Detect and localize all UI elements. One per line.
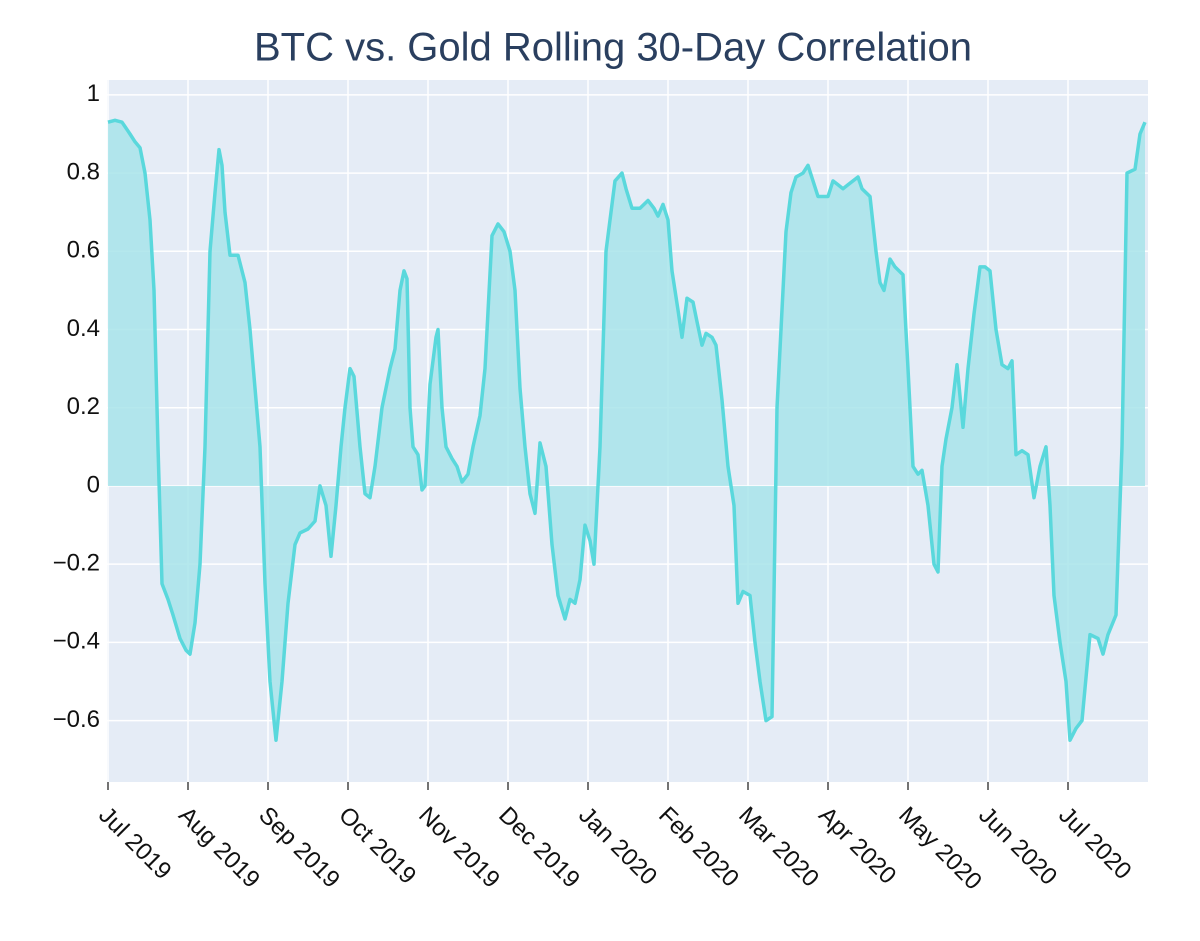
y-tick-label: 0.6 <box>67 237 100 264</box>
x-tick-label: Jan 2020 <box>573 802 662 891</box>
chart-title: BTC vs. Gold Rolling 30-Day Correlation <box>254 26 972 70</box>
x-tick-label: Apr 2020 <box>813 802 901 890</box>
area <box>108 120 1145 741</box>
x-tick-label: Sep 2019 <box>253 802 345 894</box>
x-tick-label: Jun 2020 <box>973 802 1062 891</box>
x-tick-label: Aug 2019 <box>173 802 265 894</box>
line <box>107 118 1147 742</box>
x-tick-label: Feb 2020 <box>653 802 744 893</box>
x-tick-label: Mar 2020 <box>733 802 824 893</box>
y-tick-label: −0.4 <box>53 628 100 655</box>
x-tick-label: Jul 2019 <box>93 802 176 885</box>
x-tick-label: May 2020 <box>893 802 987 896</box>
x-tick-label: Nov 2019 <box>413 802 505 894</box>
y-tick-label: 0 <box>87 471 100 498</box>
y-tick-label: −0.6 <box>53 706 100 733</box>
y-tick-label: 0.2 <box>67 393 100 420</box>
x-tick-label: Dec 2019 <box>493 802 585 894</box>
x-tick-label: Jul 2020 <box>1053 802 1136 885</box>
y-tick-label: −0.2 <box>53 550 100 577</box>
y-tick-label: 0.4 <box>67 315 100 342</box>
x-tick-label: Oct 2019 <box>333 802 421 890</box>
y-tick-label: 1 <box>87 80 100 107</box>
y-tick-label: 0.8 <box>67 158 100 185</box>
